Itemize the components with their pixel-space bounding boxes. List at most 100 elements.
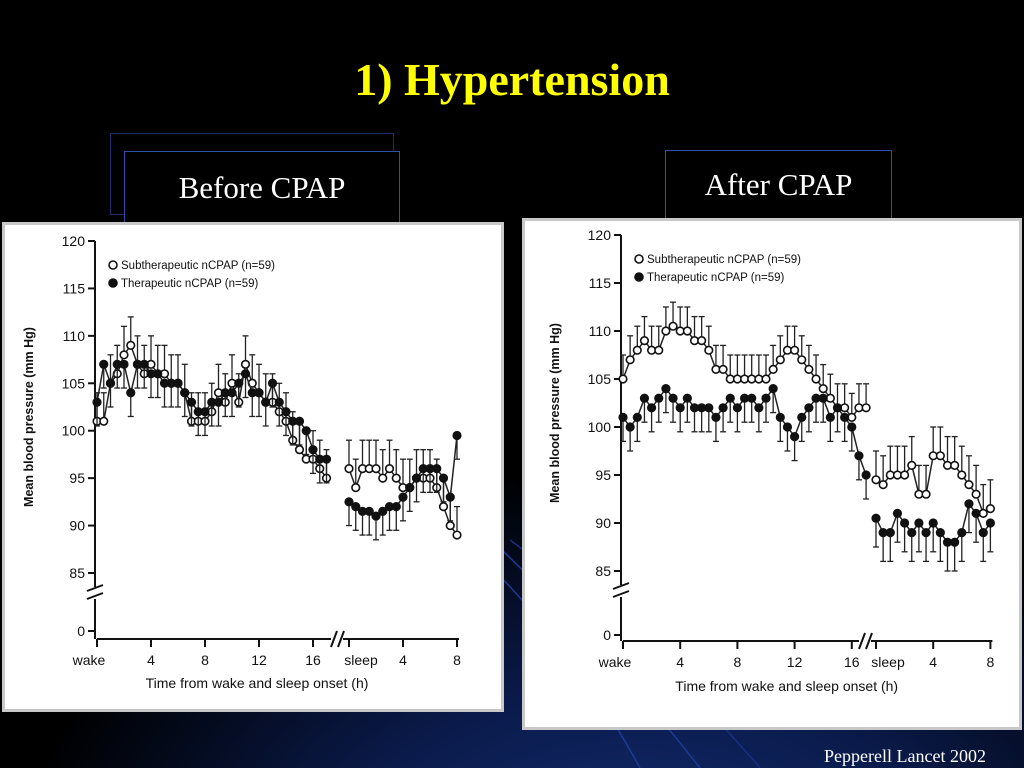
y-tick-label: 115: [589, 275, 612, 291]
data-point-filled: [871, 513, 881, 523]
data-point-open: [964, 480, 974, 490]
data-point-open: [682, 326, 692, 336]
data-point-filled: [704, 403, 714, 413]
x-tick-label: 16: [305, 652, 321, 668]
slide-title: 1) Hypertension: [354, 54, 670, 105]
data-point-filled: [825, 412, 835, 422]
data-point-open: [371, 464, 381, 474]
x-tick-label: wake: [72, 652, 106, 668]
data-point-filled: [950, 537, 960, 547]
data-point-filled: [378, 506, 388, 516]
data-point-open: [126, 340, 136, 350]
legend-marker: [108, 278, 118, 288]
data-point-open: [99, 416, 109, 426]
data-point-filled: [907, 528, 917, 538]
data-point-filled: [126, 388, 136, 398]
data-point-filled: [254, 388, 264, 398]
x-tick-label: 12: [251, 652, 267, 668]
data-point-filled: [646, 403, 657, 413]
data-point-filled: [900, 518, 910, 528]
data-point-filled: [782, 422, 793, 432]
x-tick-label: 16: [844, 654, 860, 670]
data-point-filled: [445, 492, 455, 502]
data-point-filled: [119, 359, 129, 369]
data-point-filled: [99, 359, 109, 369]
data-point-filled: [914, 518, 924, 528]
data-point-open: [697, 335, 707, 346]
y-tick-label: 95: [595, 467, 611, 483]
data-point-open: [452, 530, 462, 540]
data-point-filled: [928, 518, 938, 528]
legend-label: Therapeutic nCPAP (n=59): [121, 278, 259, 290]
y-tick-label: 0: [77, 623, 85, 639]
data-point-open: [775, 355, 785, 365]
data-point-open: [811, 374, 821, 384]
y-tick-label: 120: [62, 233, 86, 249]
data-point-filled: [761, 393, 771, 403]
y-tick-label: 90: [69, 518, 85, 534]
data-point-open: [391, 473, 401, 483]
data-point-open: [861, 403, 871, 413]
data-point-filled: [840, 412, 850, 422]
data-point-open: [900, 470, 910, 480]
data-point-open: [668, 321, 678, 331]
data-point-filled: [240, 369, 251, 379]
y-tick-label: 100: [588, 419, 612, 435]
data-point-filled: [371, 511, 381, 521]
data-point-filled: [818, 393, 828, 403]
y-tick-label: 85: [69, 565, 85, 581]
data-point-open: [921, 489, 931, 499]
data-point-filled: [711, 412, 721, 422]
data-point-open: [818, 384, 828, 394]
citation: Pepperell Lancet 2002: [824, 746, 986, 766]
data-point-filled: [754, 403, 764, 413]
data-point-filled: [985, 518, 996, 528]
data-point-filled: [718, 403, 728, 413]
data-point-filled: [775, 412, 785, 422]
y-tick-label: 115: [63, 280, 86, 296]
before-cpap-label: Before CPAP: [124, 151, 400, 223]
data-point-filled: [725, 393, 735, 403]
data-point-filled: [267, 378, 278, 388]
data-point-open: [445, 520, 455, 531]
data-point-filled: [847, 422, 857, 432]
data-point-open: [957, 470, 967, 480]
y-tick-label: 110: [589, 323, 612, 339]
legend-marker: [634, 272, 644, 282]
data-point-filled: [618, 412, 628, 422]
data-point-filled: [854, 451, 864, 461]
data-point-open: [950, 460, 960, 470]
data-point-open: [654, 345, 664, 355]
data-point-open: [790, 345, 800, 355]
data-point-open: [985, 504, 996, 514]
legend-marker: [634, 254, 644, 264]
y-tick-label: 85: [595, 563, 611, 579]
data-point-open: [384, 464, 395, 474]
data-point-open: [294, 445, 305, 455]
after-cpap-label: After CPAP: [665, 150, 892, 222]
data-point-open: [878, 480, 888, 490]
data-point-filled: [957, 528, 967, 538]
y-axis-break-mark: [86, 584, 104, 600]
data-point-filled: [971, 508, 981, 519]
data-point-filled: [294, 416, 305, 426]
legend-label: Therapeutic nCPAP (n=59): [647, 272, 785, 284]
data-point-filled: [432, 464, 442, 474]
data-point-open: [618, 374, 628, 384]
legend-label: Subtherapeutic nCPAP (n=59): [647, 254, 801, 266]
data-point-filled: [321, 454, 332, 464]
data-point-open: [797, 355, 807, 365]
data-point-filled: [747, 393, 757, 403]
data-point-filled: [92, 397, 102, 407]
data-point-filled: [234, 378, 244, 388]
x-tick-label: 8: [734, 654, 742, 670]
data-point-open: [625, 355, 635, 365]
data-point-filled: [732, 403, 742, 413]
y-tick-label: 105: [588, 371, 612, 387]
data-point-filled: [978, 528, 988, 538]
data-point-open: [804, 364, 814, 374]
x-tick-label: sleep: [871, 654, 905, 670]
data-point-open: [907, 460, 917, 470]
y-tick-label: 105: [62, 375, 86, 391]
data-point-filled: [227, 388, 237, 398]
